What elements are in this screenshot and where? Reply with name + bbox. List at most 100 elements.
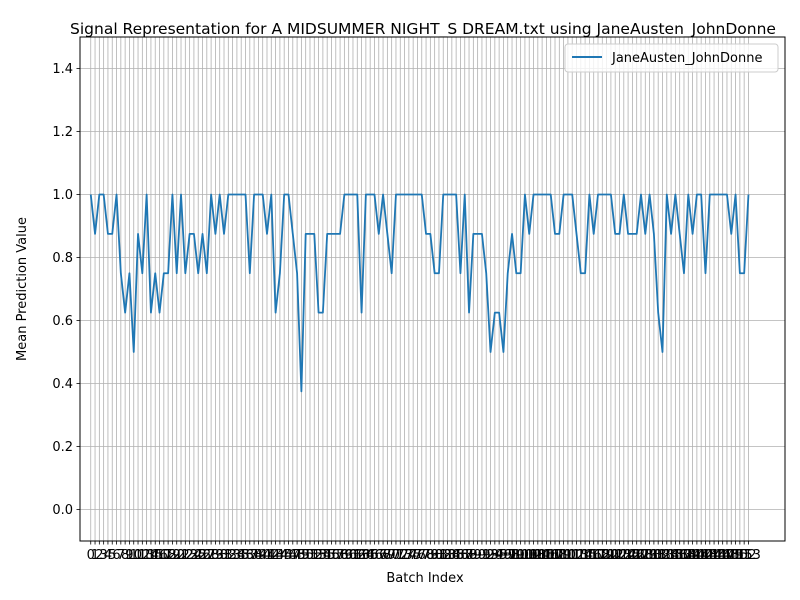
x-tick-label: 120 bbox=[594, 548, 619, 563]
y-tick-label: 0.2 bbox=[52, 440, 73, 455]
x-tick-label: 149 bbox=[719, 548, 744, 563]
x-tick-label: 139 bbox=[676, 548, 701, 563]
x-tick-label: 102 bbox=[517, 548, 542, 563]
series-layer bbox=[89, 193, 750, 393]
x-tick-label: 64 bbox=[358, 548, 375, 563]
x-tick-label: 129 bbox=[633, 548, 658, 563]
x-tick-label: 92 bbox=[478, 548, 495, 563]
x-tick-label: 121 bbox=[598, 548, 623, 563]
x-tick-label: 153 bbox=[736, 548, 761, 563]
x-tick-label: 82 bbox=[435, 548, 452, 563]
x-tick-label: 150 bbox=[723, 548, 748, 563]
x-tick-label: 16 bbox=[151, 548, 168, 563]
x-tick-label: 138 bbox=[672, 548, 697, 563]
x-tick-label: 3 bbox=[100, 548, 108, 563]
x-tick-label: 122 bbox=[603, 548, 628, 563]
legend-label: JaneAusten_JohnDonne bbox=[611, 51, 762, 66]
x-tick-label: 89 bbox=[465, 548, 482, 563]
x-tick-label: 17 bbox=[156, 548, 173, 563]
x-tick-label: 65 bbox=[362, 548, 379, 563]
x-tick-label: 38 bbox=[246, 548, 263, 563]
x-tick-label: 57 bbox=[328, 548, 345, 563]
x-tick-label: 2 bbox=[95, 548, 103, 563]
x-tick-label: 30 bbox=[211, 548, 228, 563]
x-tick-label: 116 bbox=[577, 548, 602, 563]
x-tick-label: 45 bbox=[276, 548, 293, 563]
x-tick-label: 125 bbox=[616, 548, 641, 563]
x-tick-label: 49 bbox=[293, 548, 310, 563]
x-tick-label: 81 bbox=[431, 548, 448, 563]
x-tick-label: 67 bbox=[370, 548, 387, 563]
x-tick-label: 152 bbox=[732, 548, 757, 563]
x-tick-label: 106 bbox=[534, 548, 559, 563]
x-tick-label: 136 bbox=[663, 548, 688, 563]
x-tick-label: 73 bbox=[396, 548, 413, 563]
x-tick-label: 76 bbox=[409, 548, 426, 563]
x-tick-label: 41 bbox=[259, 548, 276, 563]
x-tick-label: 52 bbox=[306, 548, 323, 563]
x-tick-label: 74 bbox=[401, 548, 418, 563]
x-tick-label: 31 bbox=[216, 548, 233, 563]
x-tick-label: 85 bbox=[448, 548, 465, 563]
y-tick-label: 0.4 bbox=[52, 377, 73, 392]
x-tick-label: 27 bbox=[199, 548, 216, 563]
x-tick-label: 21 bbox=[173, 548, 190, 563]
x-tick-label: 79 bbox=[422, 548, 439, 563]
x-tick-label: 62 bbox=[349, 548, 366, 563]
x-tick-label: 132 bbox=[646, 548, 671, 563]
x-tick-label: 50 bbox=[297, 548, 314, 563]
x-tick-label: 59 bbox=[336, 548, 353, 563]
x-tick-label: 40 bbox=[254, 548, 271, 563]
x-tick-label: 101 bbox=[513, 548, 538, 563]
x-tick-label: 94 bbox=[487, 548, 504, 563]
x-tick-label: 18 bbox=[160, 548, 177, 563]
x-tick-label: 88 bbox=[461, 548, 478, 563]
x-tick-label: 33 bbox=[224, 548, 241, 563]
x-tick-label: 20 bbox=[168, 548, 185, 563]
x-tick-label: 37 bbox=[242, 548, 259, 563]
x-tick-label: 29 bbox=[207, 548, 224, 563]
x-tick-label: 4 bbox=[104, 548, 112, 563]
x-tick-label: 87 bbox=[456, 548, 473, 563]
x-tick-label: 39 bbox=[250, 548, 267, 563]
x-tick-label: 119 bbox=[590, 548, 615, 563]
x-tick-label: 137 bbox=[667, 548, 692, 563]
x-tick-label: 72 bbox=[392, 548, 409, 563]
x-ticks: 0123456789101112131415161718192021222324… bbox=[87, 541, 761, 563]
x-tick-label: 58 bbox=[332, 548, 349, 563]
x-tick-label: 104 bbox=[525, 548, 550, 563]
x-tick-label: 117 bbox=[581, 548, 606, 563]
x-tick-label: 25 bbox=[190, 548, 207, 563]
x-tick-label: 8 bbox=[121, 548, 129, 563]
x-tick-label: 97 bbox=[499, 548, 516, 563]
x-tick-label: 23 bbox=[181, 548, 198, 563]
x-tick-label: 0 bbox=[87, 548, 95, 563]
y-ticks: 0.0 0.2 0.4 0.6 0.8 1.0 1.2 1.4 bbox=[52, 62, 80, 518]
x-tick-label: 142 bbox=[689, 548, 714, 563]
x-tick-label: 46 bbox=[280, 548, 297, 563]
x-tick-label: 11 bbox=[130, 548, 147, 563]
chart-title: Signal Representation for A MIDSUMMER NI… bbox=[70, 20, 776, 39]
x-tick-label: 98 bbox=[504, 548, 521, 563]
x-tick-label: 100 bbox=[508, 548, 533, 563]
x-tick-label: 60 bbox=[340, 548, 357, 563]
series-line bbox=[89, 193, 750, 393]
x-tick-label: 95 bbox=[491, 548, 508, 563]
x-tick-label: 107 bbox=[538, 548, 563, 563]
x-axis-label: Batch Index bbox=[386, 571, 464, 586]
x-tick-label: 55 bbox=[319, 548, 336, 563]
x-tick-label: 145 bbox=[702, 548, 727, 563]
x-tick-label: 26 bbox=[194, 548, 211, 563]
x-tick-label: 103 bbox=[521, 548, 546, 563]
x-tick-label: 114 bbox=[568, 548, 593, 563]
x-tick-label: 127 bbox=[624, 548, 649, 563]
legend-box bbox=[564, 43, 779, 73]
x-tick-label: 109 bbox=[547, 548, 572, 563]
x-tick-label: 63 bbox=[353, 548, 370, 563]
y-tick-label: 1.0 bbox=[52, 188, 73, 203]
y-tick-label: 1.4 bbox=[52, 62, 73, 77]
x-tick-label: 48 bbox=[289, 548, 306, 563]
x-tick-label: 34 bbox=[229, 548, 246, 563]
x-tick-label: 35 bbox=[233, 548, 250, 563]
